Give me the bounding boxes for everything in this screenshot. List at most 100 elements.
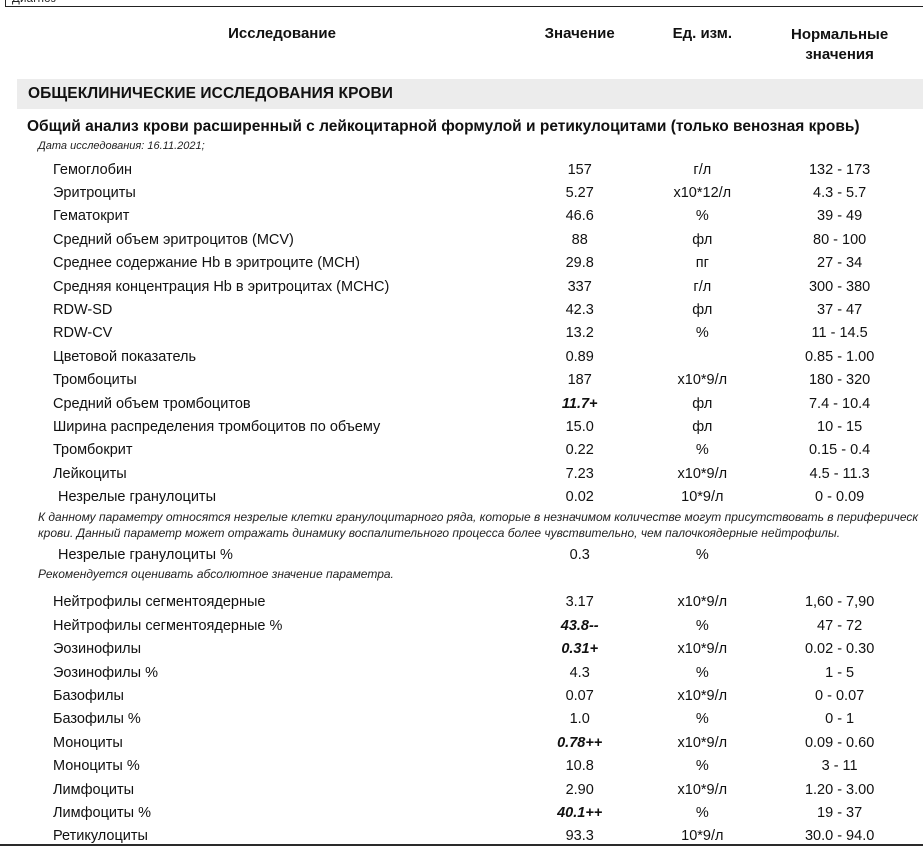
test-unit: фл (692, 418, 713, 435)
table-row: Лимфоциты % 40.1++ % 19 - 37 (0, 801, 923, 824)
test-normal-range: 3 - 11 (821, 758, 858, 775)
test-unit: пг (695, 255, 709, 272)
test-name: Незрелые гранулоциты (58, 489, 216, 506)
results-table-header: Исследование Значение Ед. изм. Нормальны… (0, 25, 923, 69)
diagnosis-box: Диагноз (5, 0, 923, 7)
table-row: Базофилы % 1.0 % 0 - 1 (0, 708, 923, 731)
test-unit: % (695, 325, 709, 342)
test-name: Ретикулоциты (53, 828, 148, 845)
test-normal-range: 27 - 34 (817, 255, 863, 272)
header-value-column: Значение (544, 25, 615, 42)
header-test-column: Исследование (228, 25, 336, 42)
table-row: Цветовой показатель 0.89 0.85 - 1.00 (0, 345, 923, 368)
table-row: Нейтрофилы сегментоядерные % 43.8-- % 47… (0, 614, 923, 637)
test-normal-range: 39 - 49 (817, 208, 863, 225)
test-value: 40.1++ (557, 804, 603, 821)
table-row: RDW-CV 13.2 % 11 - 14.5 (0, 322, 923, 345)
results-table-body: Гемоглобин 157 г/л 132 - 173 Эритроциты … (0, 158, 923, 848)
table-row: Средний объем тромбоцитов 11.7+ фл 7.4 -… (0, 392, 923, 415)
test-name: RDW-CV (53, 325, 113, 342)
test-value: 13.2 (565, 325, 594, 342)
test-unit: 10*9/л (681, 489, 724, 506)
test-unit: г/л (693, 161, 712, 178)
test-value: 0.22 (565, 442, 594, 459)
test-name: Тромбоциты (53, 372, 137, 389)
test-name: Эозинофилы (53, 641, 142, 658)
test-name: Средний объем тромбоцитов (53, 395, 251, 412)
table-row: Моноциты % 10.8 % 3 - 11 (0, 754, 923, 777)
test-value: 11.7+ (561, 395, 598, 412)
test-value: 187 (567, 372, 592, 389)
study-date-note: Дата исследования: 16.11.2021; (38, 140, 205, 152)
test-normal-range: 0 - 0.07 (815, 688, 865, 704)
test-normal-range: 80 - 100 (813, 231, 867, 248)
test-value: 0.3 (569, 546, 590, 563)
test-unit: % (695, 617, 709, 634)
header-normal-line2: значения (805, 46, 874, 63)
test-normal-range: 7.4 - 10.4 (808, 395, 871, 412)
test-normal-range: 30.0 - 94.0 (804, 828, 875, 845)
test-unit: фл (692, 231, 713, 248)
test-unit: % (695, 664, 709, 681)
test-unit: % (695, 546, 709, 563)
table-row: Эозинофилы 0.31+ х10*9/л 0.02 - 0.30 (0, 638, 923, 661)
test-unit: фл (692, 395, 713, 412)
test-name: Тромбокрит (53, 442, 133, 459)
test-name: Ширина распределения тромбоцитов по объе… (53, 418, 381, 435)
test-name: Моноциты % (53, 758, 140, 775)
test-unit: г/л (693, 278, 712, 295)
test-normal-range: 0.85 - 1.00 (804, 348, 875, 365)
table-row: Тромбоциты 187 х10*9/л 180 - 320 (0, 369, 923, 392)
panel-title: Общий анализ крови расширенный с лейкоци… (27, 118, 860, 135)
test-value: 42.3 (565, 302, 594, 319)
header-unit-column: Ед. изм. (672, 25, 733, 42)
test-name: Средний объем эритроцитов (MCV) (53, 231, 294, 248)
test-value: 5.27 (565, 185, 594, 202)
test-value: 0.78++ (557, 734, 603, 751)
test-name: Моноциты (53, 734, 123, 751)
test-unit: % (695, 804, 709, 821)
test-unit: х10*9/л (677, 465, 728, 482)
test-unit: % (695, 208, 709, 225)
test-value: 15.0 (565, 418, 594, 435)
test-value: 0.07 (565, 688, 594, 704)
test-value: 0.31+ (561, 641, 599, 658)
test-normal-range: 47 - 72 (817, 617, 863, 634)
test-value: 2.90 (565, 781, 594, 798)
test-value: 157 (567, 161, 592, 178)
table-row: Эозинофилы % 4.3 % 1 - 5 (0, 661, 923, 684)
table-row: Незрелые гранулоциты % 0.3 % (0, 543, 923, 566)
test-unit: фл (692, 302, 713, 319)
table-row: Гематокрит 46.6 % 39 - 49 (0, 205, 923, 228)
test-name: Цветовой показатель (53, 348, 197, 365)
test-normal-range: 37 - 47 (817, 302, 863, 319)
table-row: Средняя концентрация Hb в эритроцитах (M… (0, 275, 923, 298)
parameter-note: крови. Данный параметр может отражать ди… (38, 526, 841, 541)
test-name: Базофилы % (53, 711, 141, 728)
test-normal-range: 0.15 - 0.4 (808, 442, 871, 459)
test-value: 7.23 (565, 465, 594, 482)
test-name: Лейкоциты (53, 465, 127, 482)
test-name: Эритроциты (53, 185, 136, 202)
test-unit: х10*9/л (677, 594, 728, 611)
test-normal-range: 132 - 173 (808, 161, 871, 178)
table-row: Лейкоциты 7.23 х10*9/л 4.5 - 11.3 (0, 462, 923, 485)
section-title: ОБЩЕКЛИНИЧЕСКИЕ ИССЛЕДОВАНИЯ КРОВИ (28, 85, 394, 102)
table-row: Среднее содержание Hb в эритроците (MCH)… (0, 252, 923, 275)
test-unit: х10*9/л (677, 781, 728, 798)
test-name: Среднее содержание Hb в эритроците (MCH) (53, 255, 360, 272)
test-unit: % (695, 442, 709, 459)
table-row: Тромбокрит 0.22 % 0.15 - 0.4 (0, 439, 923, 462)
test-name: Гемоглобин (53, 161, 133, 178)
parameter-note: Рекомендуется оценивать абсолютное значе… (38, 567, 394, 582)
test-normal-range: 1,60 - 7,90 (804, 594, 875, 611)
parameter-note: К данному параметру относятся незрелые к… (38, 509, 919, 524)
test-value: 88 (571, 231, 588, 248)
test-value: 93.3 (565, 828, 594, 845)
diagnosis-box-label: Диагноз (12, 0, 56, 5)
test-normal-range: 0 - 1 (825, 711, 855, 728)
test-value: 0.89 (565, 348, 594, 365)
test-normal-range: 1 - 5 (825, 664, 855, 681)
table-row: Базофилы 0.07 х10*9/л 0 - 0.07 (0, 684, 923, 707)
